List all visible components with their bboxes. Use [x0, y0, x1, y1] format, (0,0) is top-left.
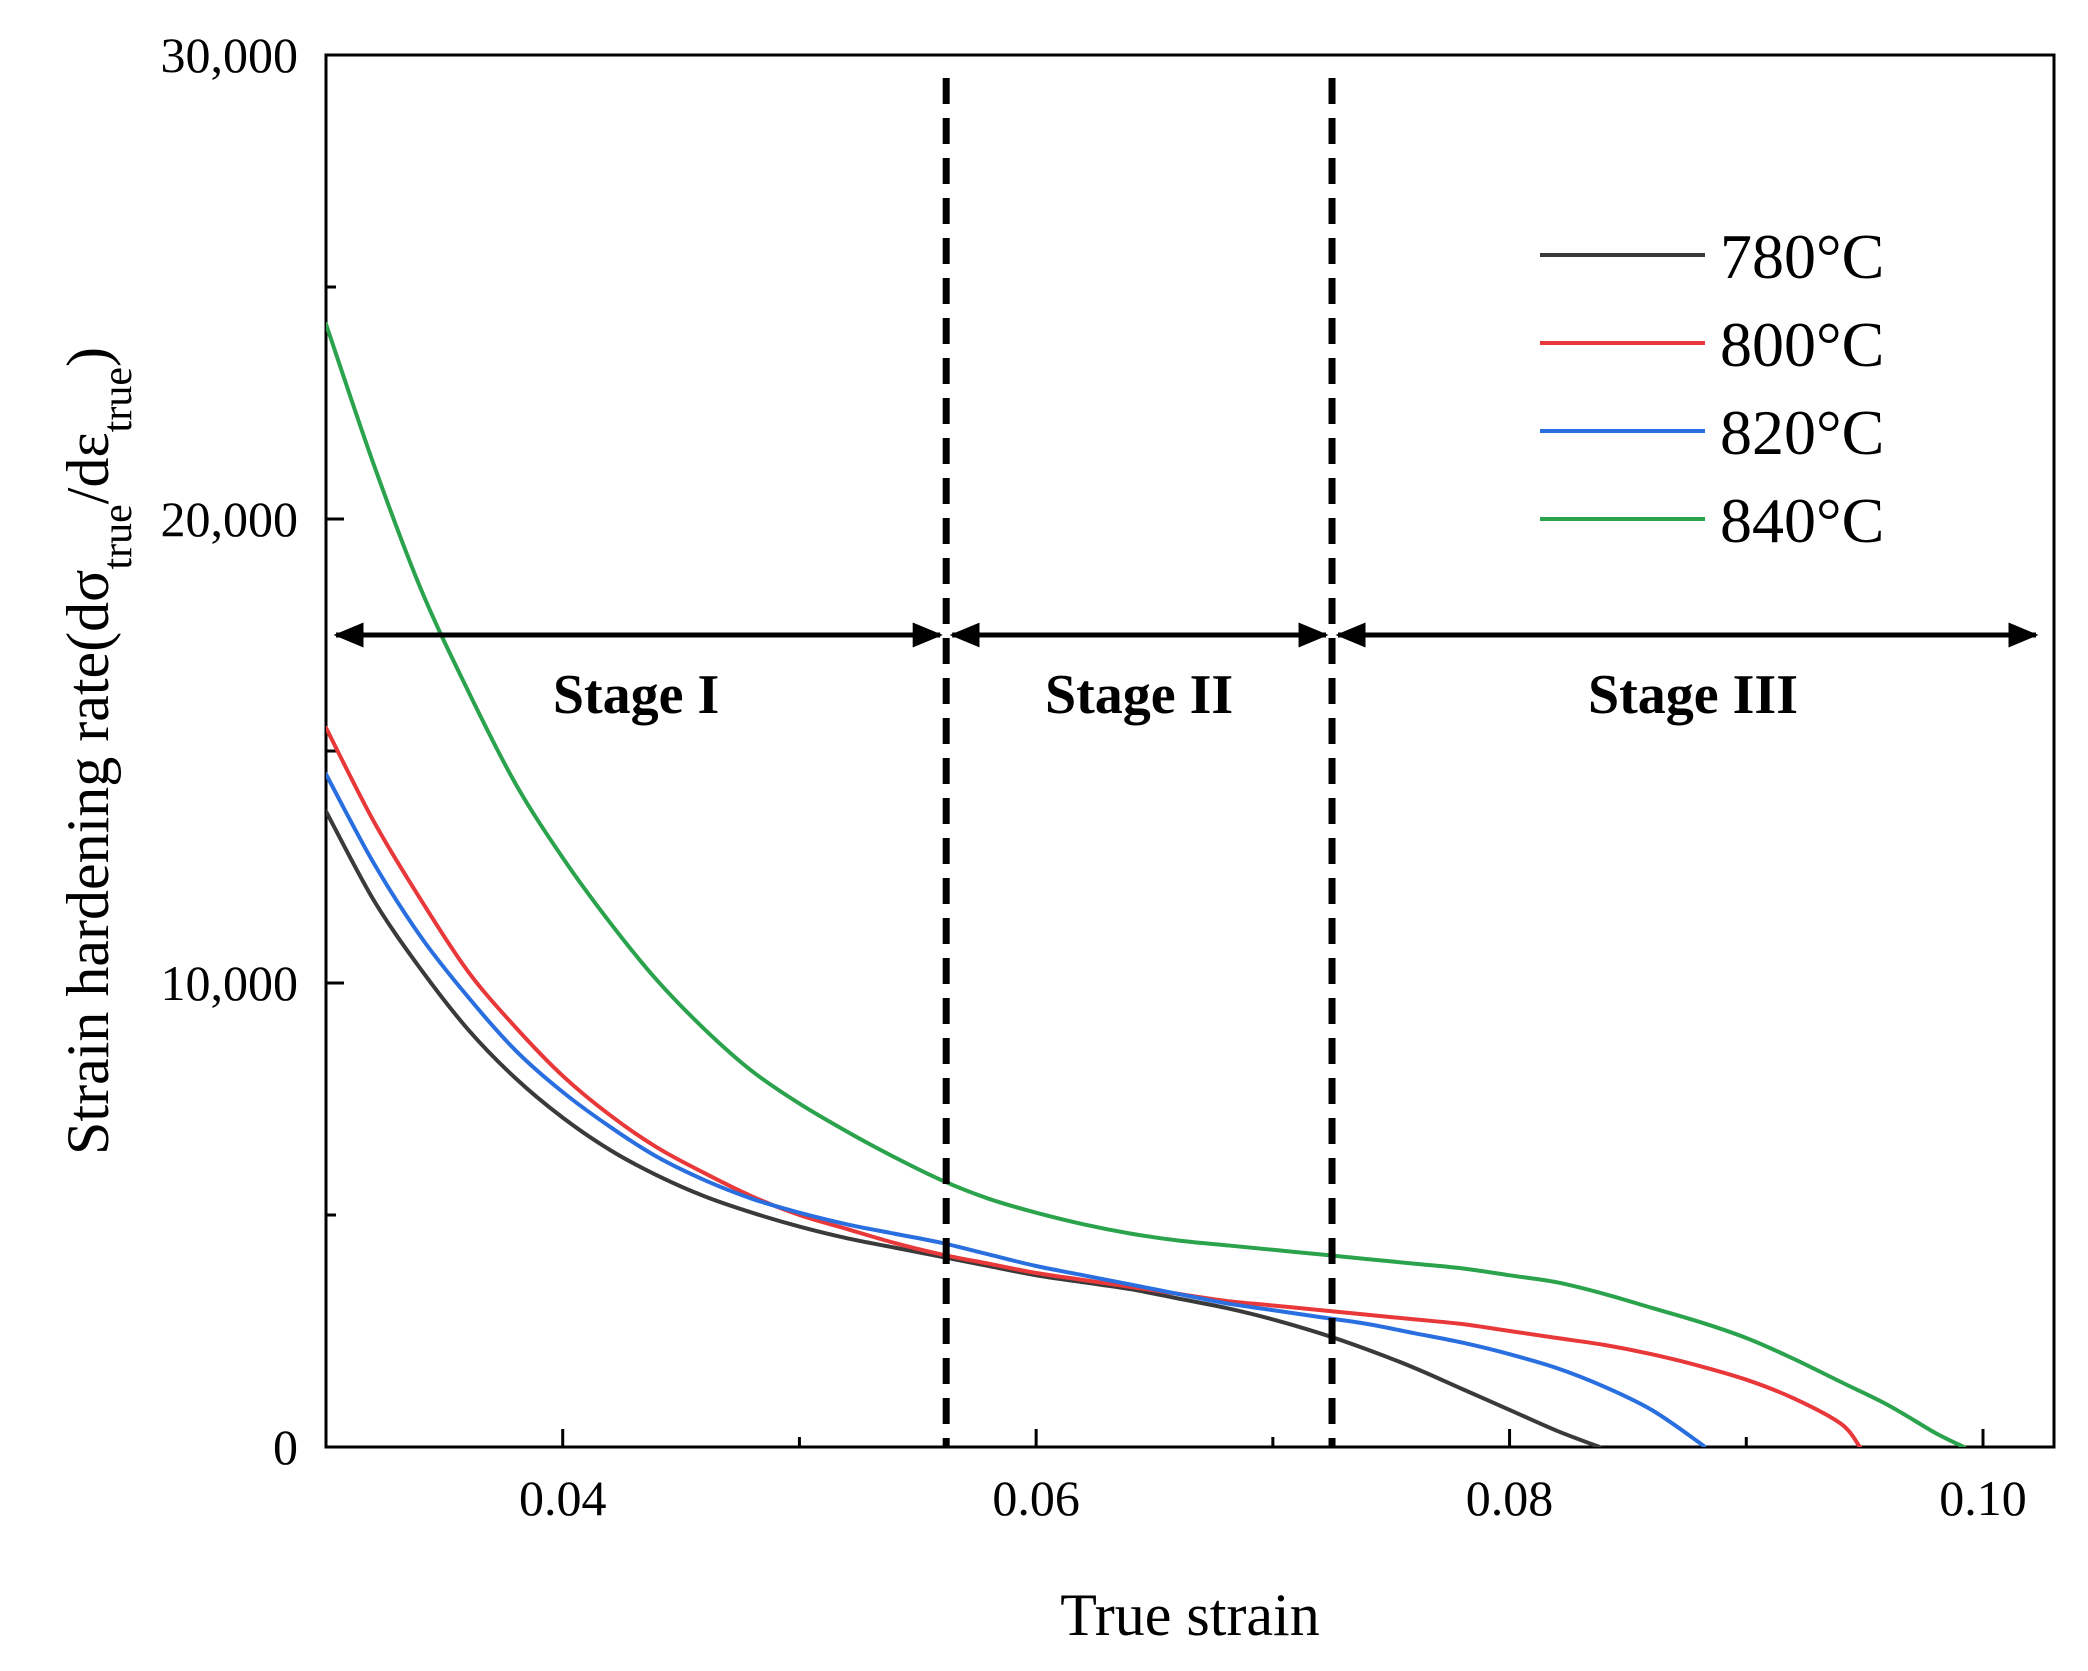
- legend: 780°C 800°C 820°C 840°C: [1540, 221, 1884, 556]
- y-tick-label: 10,000: [161, 955, 299, 1011]
- stage-arrows: Stage I Stage II Stage III: [333, 622, 2039, 726]
- y-tick-label: 20,000: [161, 491, 299, 547]
- y-tick-label: 30,000: [161, 27, 299, 83]
- series-line-840: [326, 322, 1966, 1447]
- legend-label: 840°C: [1720, 485, 1884, 556]
- legend-label: 800°C: [1720, 309, 1884, 380]
- y-axis-title-sigma: σ: [55, 569, 121, 601]
- stage-dividers: [942, 78, 1336, 1447]
- y-axis-title-sub2: true: [95, 367, 141, 432]
- stage-label: Stage II: [1045, 664, 1233, 726]
- y-axis-title-slash: /d: [55, 458, 121, 505]
- y-axis-title-close: ): [55, 347, 121, 367]
- x-axis-title: True strain: [1060, 1582, 1319, 1648]
- x-tick-label: 0.04: [519, 1470, 607, 1526]
- series-line-800: [326, 725, 1862, 1447]
- series-line-820: [326, 772, 1707, 1447]
- legend-label: 780°C: [1720, 221, 1884, 292]
- series-lines: [326, 322, 1966, 1447]
- stage-label: Stage III: [1588, 664, 1798, 726]
- x-tick-label: 0.06: [992, 1470, 1080, 1526]
- y-axis-title-sub1: true: [95, 504, 141, 569]
- stage-label: Stage I: [553, 664, 719, 726]
- y-axis-title-eps: ε: [55, 432, 121, 457]
- x-tick-label: 0.10: [1939, 1470, 2027, 1526]
- y-tick-label: 0: [273, 1419, 298, 1475]
- y-axis-title-base: Strain hardening rate(d: [55, 602, 121, 1155]
- x-tick-label: 0.08: [1466, 1470, 1554, 1526]
- y-axis-title: Strain hardening rate(dσtrue/dεtrue): [55, 347, 141, 1155]
- y-axis-ticks: 0 10,000 20,000 30,000: [161, 27, 344, 1475]
- legend-label: 820°C: [1720, 397, 1884, 468]
- series-line-780: [326, 809, 1602, 1447]
- x-axis-ticks: 0.04 0.06 0.08 0.10: [519, 1429, 2027, 1526]
